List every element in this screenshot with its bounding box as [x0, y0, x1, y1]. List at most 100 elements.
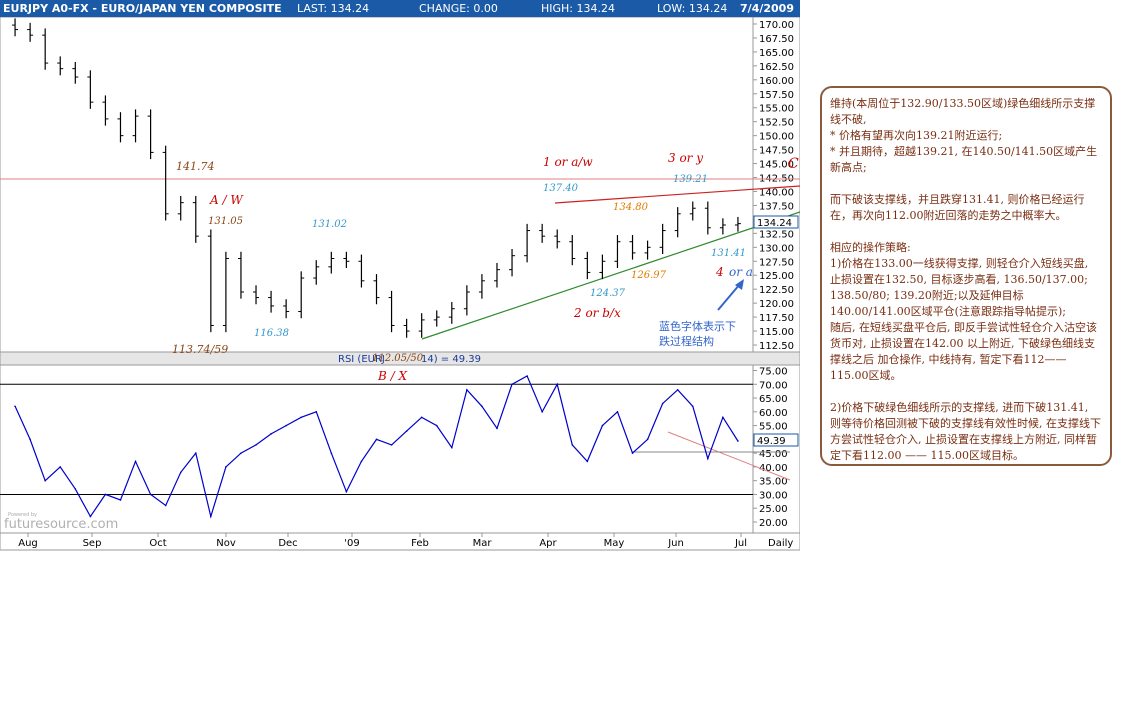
price-tick-label: 147.50 — [759, 146, 794, 157]
rsi-point — [481, 405, 483, 408]
upper-trend-line — [554, 185, 800, 204]
rsi-point — [315, 411, 318, 413]
annotation-2-or-bx: 2 or b/x — [573, 306, 621, 320]
rsi-point — [676, 388, 679, 391]
price-tick-label: 127.50 — [759, 257, 794, 268]
x-tick-label: May — [604, 538, 625, 549]
commentary-gap — [830, 224, 1102, 240]
commentary-p7: 相应的操作策略: — [830, 241, 911, 254]
rsi-point — [330, 452, 333, 454]
last-price-box — [753, 215, 799, 229]
annotation-112-05: 112.05/50 — [372, 353, 424, 364]
annotation-139-21: 139.21 — [673, 174, 708, 185]
price-tick-label: 150.00 — [759, 132, 794, 143]
annotation-c-y: C / Y — [788, 156, 800, 172]
rsi-point — [179, 471, 182, 474]
annotation-131-05: 131.05 — [208, 216, 243, 227]
last-price-label: 134.24 — [757, 218, 792, 229]
rsi-tick-label: 30.00 — [759, 490, 788, 501]
rsi-point — [737, 440, 739, 442]
rsi-point — [420, 416, 423, 419]
commentary-p3: * 并且期待，超越139.21, 在140.50/141.50区域产生新高点; — [830, 145, 1098, 174]
rsi-title: RSI (EURJ — [338, 354, 385, 365]
support-trend-line — [421, 211, 800, 340]
annotation-blue-note-2: 跌过程结构 — [659, 334, 714, 348]
header-date: 7/4/2009 — [740, 2, 794, 15]
rsi-point — [375, 438, 378, 441]
x-tick-label: Oct — [149, 538, 166, 549]
arrow-icon — [717, 283, 741, 311]
arrow-head-icon — [735, 279, 744, 290]
annotation-141-74: 141.74 — [176, 160, 215, 173]
rsi-point — [631, 452, 634, 454]
rsi-panel — [0, 364, 754, 534]
rsi-point — [707, 457, 709, 460]
annotation-116-38: 116.38 — [254, 328, 289, 339]
price-tick-label: 112.50 — [759, 341, 794, 352]
rsi-point — [616, 411, 619, 413]
last-rsi-box — [753, 433, 799, 447]
rsi-point — [29, 438, 31, 441]
price-tick-label: 115.00 — [759, 327, 794, 338]
rsi-point — [661, 402, 664, 405]
header-last: LAST: 134.24 — [297, 2, 370, 15]
rsi-tick-label: 45.00 — [759, 449, 788, 460]
rsi-point — [255, 444, 257, 446]
watermark-small: Powered by — [8, 512, 37, 518]
rsi-tick-label: 20.00 — [759, 518, 788, 529]
price-tick-label: 132.50 — [759, 229, 794, 240]
commentary-p11: 2)价格下破绿色细线所示的支撑线, 进而下破131.41, 则等待价格回测被下破… — [830, 401, 1101, 462]
chart-header: EURJPY A0-FX - EURO/JAPAN YEN COMPOSITE … — [0, 0, 800, 17]
rsi-tick-label: 35.00 — [759, 477, 788, 488]
x-axis-bar — [0, 532, 800, 551]
rsi-point — [601, 424, 604, 427]
price-tick-label: 122.50 — [759, 285, 794, 296]
price-tick-label: 155.00 — [759, 104, 794, 115]
price-tick-label: 170.00 — [759, 20, 794, 31]
rsi-series — [14, 375, 739, 519]
annotation-131-41: 131.41 — [711, 248, 746, 259]
commentary-p1: 维持(本周位于132.90/133.50区域)绿色细线所示支撑线不破, — [830, 97, 1096, 126]
price-tick-label: 165.00 — [759, 48, 794, 59]
rsi-tick-label: 40.00 — [759, 463, 788, 474]
annotation-4: 4 — [715, 265, 724, 279]
chart-area: 170.00 167.50 165.00 162.50 160.00 157.50 155.… — [0, 16, 800, 551]
price-tick-label: 140.00 — [759, 187, 794, 198]
rsi-axis-panel — [752, 364, 800, 534]
price-tick-label: 120.00 — [759, 299, 794, 310]
x-tick-label: Mar — [473, 538, 493, 549]
rsi-point — [74, 488, 77, 490]
commentary-p5: 而下破该支撑线，并且跌穿131.41, 则价格已经运行在，再次向112.00附近… — [830, 193, 1085, 222]
price-tick-label: 157.50 — [759, 90, 794, 101]
rsi-tick-label: 75.00 — [759, 367, 788, 378]
rsi-point — [240, 452, 242, 454]
rsi-point — [722, 416, 724, 419]
rsi-point — [586, 460, 589, 463]
rsi-trend-line — [667, 431, 791, 481]
annotation-blue-note-1: 蓝色字体表示下 — [659, 319, 736, 333]
commentary-gap — [830, 384, 1102, 400]
rsi-point — [119, 499, 122, 501]
commentary-p2: * 价格有望再次向139.21附近运行; — [830, 129, 1003, 142]
x-tick-label: Apr — [539, 538, 557, 549]
header-low: LOW: 134.24 — [657, 2, 728, 15]
annotation-3-or-y: 3 or y — [668, 151, 703, 165]
annotation-a-w: A / W — [209, 193, 244, 207]
x-tick-label: Dec — [278, 538, 297, 549]
x-tick-label: Sep — [83, 538, 102, 549]
price-axis-panel — [752, 16, 800, 353]
rsi-reference-lines — [0, 383, 753, 495]
rsi-point — [89, 515, 92, 518]
x-tick-label: Jun — [667, 538, 684, 549]
x-tick-label: '09 — [344, 538, 359, 549]
rsi-tick-label: 25.00 — [759, 504, 788, 515]
annotation-or-a: or a — [729, 265, 753, 279]
x-ticks: Aug Sep Oct Nov Dec '09 Feb Mar Apr May Jun Jul Dail… — [18, 533, 793, 549]
rsi-point — [451, 446, 453, 449]
x-tick-label: Feb — [411, 538, 429, 549]
x-tick-label: Daily — [768, 538, 793, 549]
rsi-point — [496, 427, 498, 430]
commentary-p8: 1)价格在133.00一线获得支撑, 则轻仓介入短线买盘, 止损设置在132.5… — [830, 257, 1089, 318]
price-tick-label: 162.50 — [759, 62, 794, 73]
rsi-point — [225, 466, 227, 468]
